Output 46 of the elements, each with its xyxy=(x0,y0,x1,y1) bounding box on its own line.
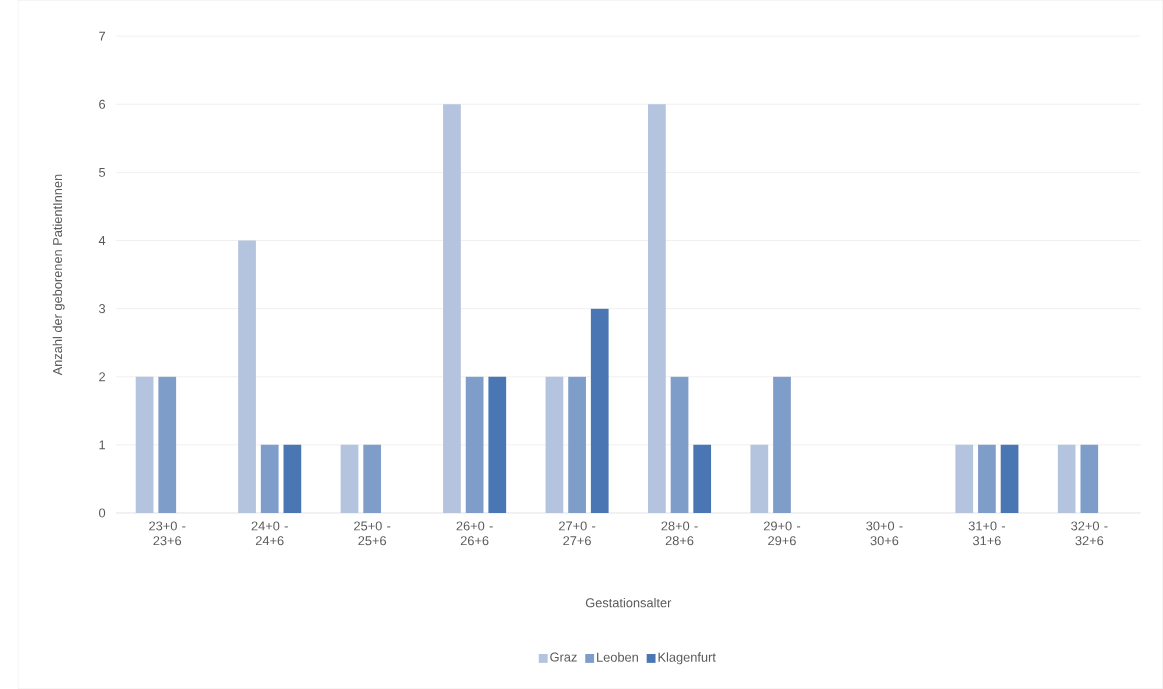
bar xyxy=(340,444,359,513)
bar xyxy=(1080,444,1099,513)
bar xyxy=(670,376,689,513)
bar xyxy=(1057,444,1076,513)
bar xyxy=(978,444,996,513)
y-tick-label: 1 xyxy=(99,440,106,450)
x-tick-label: 23+0 - 23+6 xyxy=(149,521,186,546)
bar xyxy=(363,444,382,513)
x-tick-label: 32+0 - 32+6 xyxy=(1071,521,1108,546)
bar xyxy=(283,444,302,513)
x-tick-label: 25+0 - 25+6 xyxy=(354,521,391,546)
y-axis-title: Anzahl der geborenen PatientInnen xyxy=(52,174,65,376)
bar xyxy=(238,240,256,513)
bar xyxy=(955,444,974,513)
x-tick-label: 24+0 - 24+6 xyxy=(251,521,288,546)
bar xyxy=(750,444,769,513)
bar xyxy=(443,104,461,513)
x-tick-label: 28+0 - 28+6 xyxy=(661,521,698,546)
bar xyxy=(545,376,564,513)
bar xyxy=(693,444,712,513)
bar xyxy=(590,308,609,513)
y-tick-label: 6 xyxy=(99,99,106,109)
bar xyxy=(465,376,484,513)
x-tick-label: 30+0 - 30+6 xyxy=(866,521,903,546)
y-tick-label: 5 xyxy=(99,167,106,177)
x-tick-label: 29+0 - 29+6 xyxy=(763,521,801,546)
x-tick-label: 27+0 - 27+6 xyxy=(559,521,596,546)
legend-label: Klagenfurt xyxy=(658,652,716,665)
bar xyxy=(488,376,507,513)
x-tick-label: 31+0 - 31+6 xyxy=(968,521,1006,546)
bar xyxy=(158,376,177,513)
bar xyxy=(773,376,791,513)
x-axis-title: Gestationsalter xyxy=(585,597,672,608)
legend-label: Leoben xyxy=(597,652,638,662)
bar xyxy=(568,376,586,513)
legend-label: Graz xyxy=(550,652,577,662)
y-tick-label: 7 xyxy=(99,31,105,41)
y-tick-label: 4 xyxy=(98,236,106,245)
bar xyxy=(1000,444,1019,513)
bar xyxy=(260,444,279,513)
y-tick-label: 2 xyxy=(99,372,105,382)
y-tick-label: 0 xyxy=(99,508,106,518)
x-tick-label: 26+0 - 26+6 xyxy=(456,521,493,546)
bar xyxy=(135,376,154,513)
bar xyxy=(648,104,666,513)
y-tick-label: 3 xyxy=(99,304,106,314)
